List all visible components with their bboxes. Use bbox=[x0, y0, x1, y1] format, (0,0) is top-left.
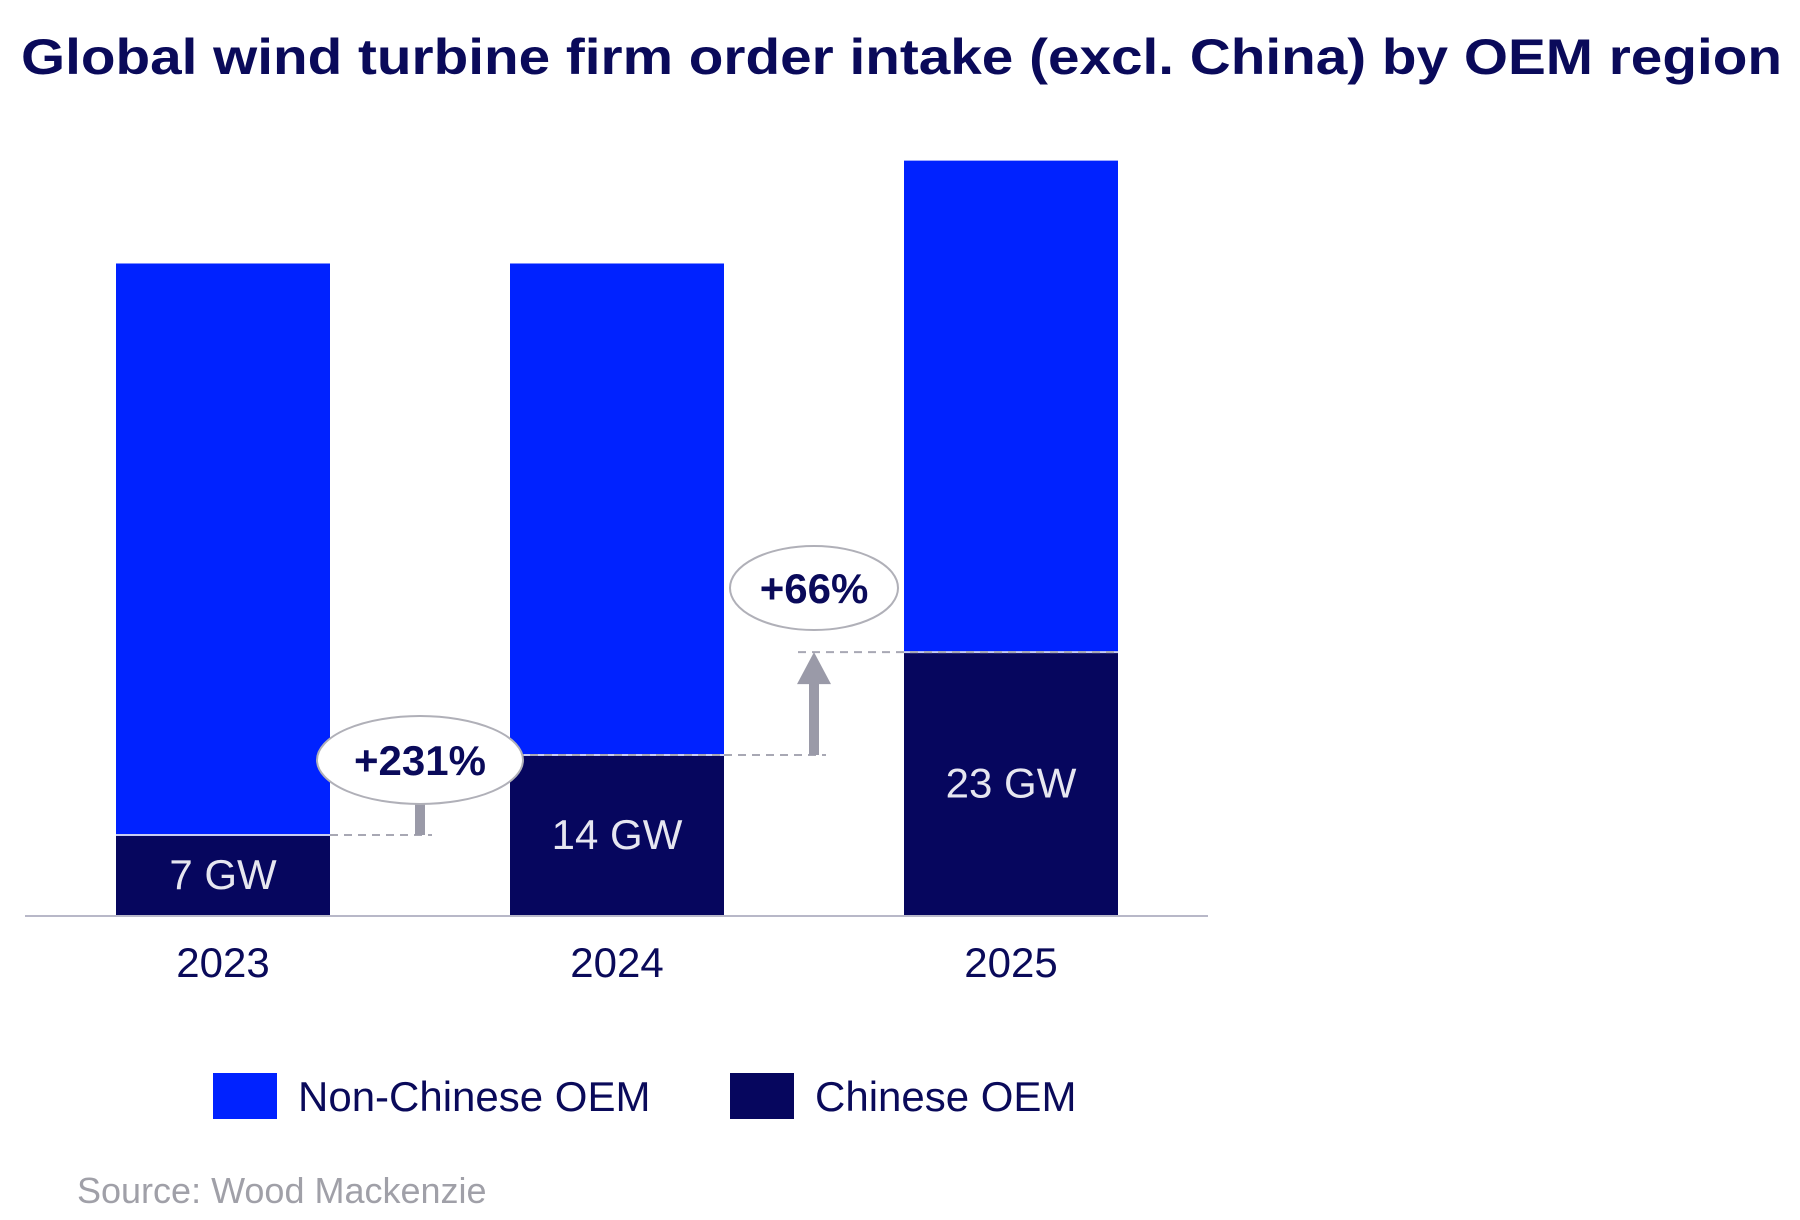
x-tick-2023: 2023 bbox=[176, 939, 269, 986]
legend-label-non-chinese: Non-Chinese OEM bbox=[298, 1073, 650, 1120]
annotation-bubble bbox=[316, 715, 524, 805]
legend-label-chinese: Chinese OEM bbox=[815, 1073, 1076, 1120]
annotations: +231% +66% bbox=[316, 545, 1118, 836]
source-note: Source: Wood Mackenzie bbox=[77, 1170, 487, 1211]
annotation-label: +231% bbox=[354, 737, 486, 784]
x-tick-labels: 2023 2024 2025 bbox=[176, 939, 1057, 986]
bar-chinese-2024 bbox=[510, 754, 724, 915]
data-label-2025: 23 GW bbox=[946, 760, 1077, 807]
x-tick-2024: 2024 bbox=[570, 939, 663, 986]
arrow-up-icon bbox=[797, 652, 831, 685]
bar-chinese-2023 bbox=[116, 834, 330, 915]
annotation-label: +66% bbox=[760, 565, 869, 612]
x-tick-2025: 2025 bbox=[964, 939, 1057, 986]
bar-chinese-2025 bbox=[904, 652, 1118, 915]
legend-swatch-chinese bbox=[730, 1073, 794, 1119]
chart-title: Global wind turbine firm order intake (e… bbox=[21, 29, 1782, 85]
bar-non-chinese-2023 bbox=[116, 263, 330, 835]
legend: Non-Chinese OEM Chinese OEM bbox=[213, 1073, 1076, 1120]
bar-non-chinese-2025 bbox=[904, 160, 1118, 653]
legend-swatch-non-chinese bbox=[213, 1073, 277, 1119]
data-label-2024: 14 GW bbox=[552, 811, 683, 858]
bars: 7 GW 14 GW 23 GW bbox=[116, 160, 1118, 915]
data-label-2023: 7 GW bbox=[169, 851, 277, 898]
annotation-bubble bbox=[729, 545, 899, 631]
bar-non-chinese-2024 bbox=[510, 263, 724, 755]
